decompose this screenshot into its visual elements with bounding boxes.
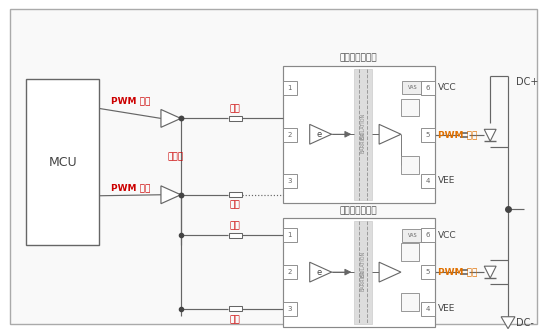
Bar: [283, 217, 435, 327]
Text: 2: 2: [288, 132, 292, 138]
Bar: [26, 79, 100, 245]
Text: VCC: VCC: [438, 83, 456, 92]
Bar: [283, 228, 297, 242]
Polygon shape: [484, 266, 496, 278]
Text: 3: 3: [288, 306, 292, 312]
Text: PWM 输入: PWM 输入: [111, 183, 150, 192]
Bar: [283, 81, 297, 95]
Bar: [229, 192, 242, 197]
Bar: [283, 302, 297, 316]
Text: VEE: VEE: [438, 304, 455, 313]
Bar: [401, 156, 419, 174]
Text: 1: 1: [288, 232, 292, 238]
Text: 5: 5: [426, 269, 430, 275]
Polygon shape: [484, 129, 496, 141]
Text: 阴极: 阴极: [230, 315, 241, 324]
Text: PWM 输入: PWM 输入: [111, 96, 150, 105]
Bar: [402, 229, 424, 242]
Text: 3: 3: [288, 178, 292, 184]
Text: 2: 2: [288, 269, 292, 275]
Bar: [283, 174, 297, 188]
Text: MCU: MCU: [48, 156, 77, 169]
Text: VAS: VAS: [408, 85, 418, 90]
Bar: [421, 302, 435, 316]
Text: 4: 4: [426, 178, 430, 184]
Text: PWM 输出: PWM 输出: [438, 131, 477, 140]
Text: 6: 6: [425, 85, 430, 91]
Bar: [229, 233, 242, 238]
Bar: [401, 293, 419, 311]
Text: e: e: [316, 130, 321, 139]
Text: ISOLATION: ISOLATION: [361, 113, 366, 140]
Text: BARRIER: BARRIER: [361, 132, 366, 153]
Text: DC-: DC-: [516, 318, 534, 328]
Bar: [421, 228, 435, 242]
Text: PWM 输出: PWM 输出: [438, 268, 477, 277]
Bar: [421, 174, 435, 188]
Bar: [283, 128, 297, 142]
Text: 阳极: 阳极: [230, 104, 241, 113]
Text: e: e: [316, 268, 321, 277]
Text: DC+: DC+: [516, 77, 538, 87]
Text: 6: 6: [425, 232, 430, 238]
Text: 5: 5: [426, 132, 430, 138]
Polygon shape: [501, 317, 515, 329]
Polygon shape: [379, 262, 401, 282]
Text: VEE: VEE: [438, 176, 455, 185]
Polygon shape: [379, 124, 401, 144]
Bar: [421, 81, 435, 95]
Bar: [402, 81, 424, 94]
Text: VAS: VAS: [408, 233, 418, 238]
Bar: [401, 243, 419, 261]
Text: 1: 1: [288, 85, 292, 91]
Bar: [229, 306, 242, 311]
Text: 高侧栋极驱动器: 高侧栋极驱动器: [340, 53, 378, 62]
Text: BARRIER: BARRIER: [361, 269, 366, 291]
Bar: [421, 265, 435, 279]
Polygon shape: [161, 186, 181, 204]
Polygon shape: [161, 110, 181, 127]
Text: 阳极: 阳极: [230, 221, 241, 230]
Text: 低侧栋极驱动器: 低侧栋极驱动器: [340, 206, 378, 215]
Bar: [401, 99, 419, 117]
Bar: [229, 116, 242, 121]
Text: 4: 4: [426, 306, 430, 312]
Bar: [421, 128, 435, 142]
Bar: [355, 220, 372, 324]
Text: ISOLATION: ISOLATION: [361, 251, 366, 277]
Bar: [283, 66, 435, 203]
Polygon shape: [310, 124, 332, 144]
Bar: [355, 69, 372, 200]
Polygon shape: [310, 262, 332, 282]
Text: 阴极: 阴极: [230, 200, 241, 209]
Text: VCC: VCC: [438, 231, 456, 240]
Text: 缓冲器: 缓冲器: [168, 152, 184, 161]
Bar: [283, 265, 297, 279]
